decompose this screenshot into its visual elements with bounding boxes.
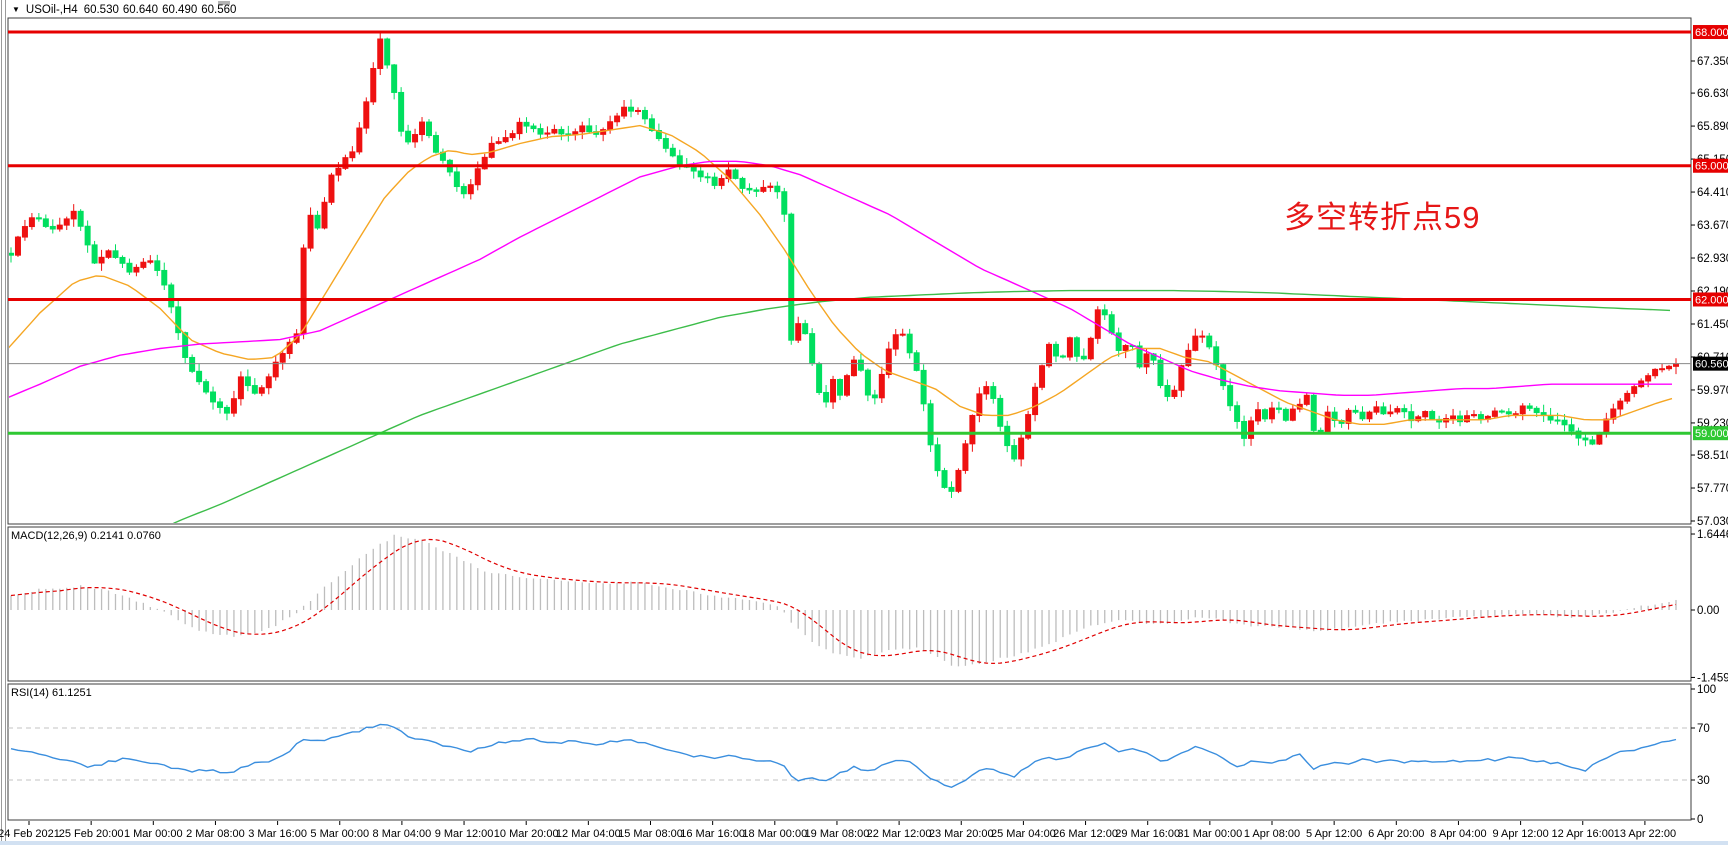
price-tick-label: 62.930 xyxy=(1697,253,1728,265)
price-tick-label: 65.890 xyxy=(1697,121,1728,133)
ma-mid-line xyxy=(9,160,1672,398)
time-tick-label: 25 Feb 20:00 xyxy=(59,828,124,840)
ohlc-high: 60.640 xyxy=(122,3,159,16)
time-tick-label: 29 Mar 16:00 xyxy=(1115,828,1180,840)
rsi-tick-label: 0 xyxy=(1697,814,1703,826)
ohlc-open: 60.530 xyxy=(83,3,119,16)
rsi-tick-label: 30 xyxy=(1697,775,1710,787)
price-badge-68.000: 68.000 xyxy=(1695,27,1728,39)
chevron-down-icon[interactable]: ▼ xyxy=(12,4,20,14)
time-tick-label: 3 Mar 16:00 xyxy=(248,828,307,840)
time-tick-label: 25 Mar 04:00 xyxy=(991,828,1056,840)
macd-signal-line xyxy=(10,538,1677,665)
candles-group xyxy=(9,31,1679,498)
rsi-tick-label: 70 xyxy=(1697,723,1710,735)
time-tick-label: 12 Mar 04:00 xyxy=(556,828,621,840)
price-tick-label: 64.410 xyxy=(1697,187,1728,199)
price-tick-label: 61.450 xyxy=(1697,319,1728,331)
rsi-line xyxy=(10,723,1677,789)
ma-slow-line xyxy=(172,289,1671,523)
chart-left-edge xyxy=(5,0,6,845)
macd-tick-label: 0.00 xyxy=(1697,605,1719,617)
price-tick-label: 67.350 xyxy=(1697,56,1728,68)
time-tick-label: 31 Mar 00:00 xyxy=(1177,828,1242,840)
price-tick-label: 59.970 xyxy=(1697,385,1728,397)
main-chart-area[interactable] xyxy=(8,31,1679,540)
time-tick-label: 24 Feb 2021 xyxy=(0,828,60,840)
time-tick-label: 12 Apr 16:00 xyxy=(1552,828,1614,840)
price-badge-62.000: 62.000 xyxy=(1695,294,1728,306)
time-tick-label: 10 Mar 20:00 xyxy=(494,828,559,840)
price-tick-label: 57.770 xyxy=(1697,483,1728,495)
time-tick-label: 1 Apr 08:00 xyxy=(1244,828,1300,840)
time-tick-label: 19 Mar 08:00 xyxy=(805,828,870,840)
main-panel-frame[interactable] xyxy=(7,17,1692,525)
macd-panel-area[interactable] xyxy=(10,534,1677,667)
price-badge-65.000: 65.000 xyxy=(1695,161,1728,173)
time-tick-label: 9 Apr 12:00 xyxy=(1492,828,1548,840)
macd-tick-label: 1.6446 xyxy=(1697,529,1728,541)
time-tick-label: 6 Apr 20:00 xyxy=(1368,828,1424,840)
time-tick-label: 23 Mar 20:00 xyxy=(929,828,994,840)
ohlc-low: 60.490 xyxy=(162,3,198,16)
price-tick-label: 66.630 xyxy=(1697,88,1728,100)
time-tick-label: 8 Apr 04:00 xyxy=(1430,828,1486,840)
window-left-edge xyxy=(1,0,2,845)
ohlc-close: 60.560 xyxy=(201,3,237,16)
symbol-ohlc-bar[interactable]: ▼ USOil-,H4 60.530 60.640 60.490 60.560 xyxy=(12,2,236,17)
time-tick-label: 16 Mar 16:00 xyxy=(680,828,745,840)
price-tick-label: 58.510 xyxy=(1697,450,1728,462)
price-tick-label: 63.670 xyxy=(1697,220,1728,232)
macd-tick-label: -1.4594 xyxy=(1697,672,1728,684)
time-tick-label: 26 Mar 12:00 xyxy=(1053,828,1118,840)
symbol-name: USOil-,H4 xyxy=(25,3,78,16)
ma-fast-line xyxy=(9,124,1673,425)
price-badge-60.560: 60.560 xyxy=(1695,359,1728,371)
price-tick-label: 57.030 xyxy=(1697,516,1728,528)
rsi-panel-area[interactable] xyxy=(8,723,1691,789)
time-tick-label: 2 Mar 08:00 xyxy=(186,828,245,840)
status-bar-edge xyxy=(0,841,1728,845)
time-tick-label: 9 Mar 12:00 xyxy=(435,828,494,840)
time-tick-label: 8 Mar 04:00 xyxy=(373,828,432,840)
time-tick-label: 1 Mar 00:00 xyxy=(124,828,183,840)
time-tick-label: 18 Mar 00:00 xyxy=(742,828,807,840)
time-tick-label: 22 Mar 12:00 xyxy=(867,828,932,840)
time-tick-label: 5 Apr 12:00 xyxy=(1306,828,1362,840)
macd-panel-frame[interactable] xyxy=(7,526,1692,682)
rsi-tick-label: 100 xyxy=(1697,684,1716,696)
time-tick-label: 15 Mar 08:00 xyxy=(618,828,683,840)
price-badge-59.000: 59.000 xyxy=(1695,428,1728,440)
rsi-indicator-label: RSI(14) 61.1251 xyxy=(11,687,92,699)
macd-indicator-label: MACD(12,26,9) 0.2141 0.0760 xyxy=(11,530,161,542)
chinese-annotation-text[interactable]: 多空转折点59 xyxy=(1284,200,1481,235)
time-tick-label: 5 Mar 00:00 xyxy=(310,828,369,840)
rsi-panel-frame[interactable] xyxy=(7,683,1692,821)
time-tick-label: 13 Apr 22:00 xyxy=(1614,828,1676,840)
chart-scroll-handle[interactable] xyxy=(218,1,230,5)
